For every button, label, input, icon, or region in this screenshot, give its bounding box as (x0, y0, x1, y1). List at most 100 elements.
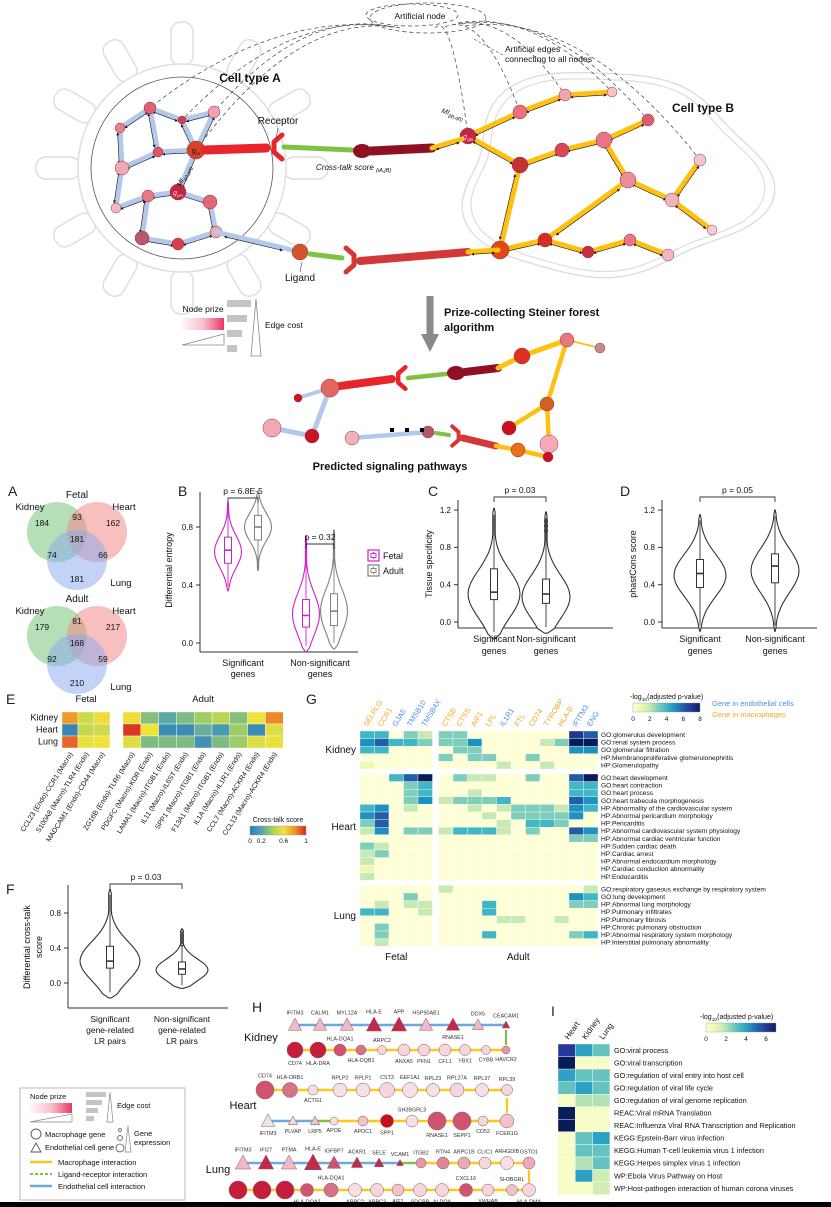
heatmap-cell (568, 938, 584, 947)
heatmap-cell (554, 746, 570, 754)
cell-b-gene-node (581, 245, 595, 259)
heatmap-cell (417, 811, 433, 820)
row-label: GO:heart development (601, 775, 668, 782)
cell-b-gene-node (664, 192, 680, 208)
heatmap-cell (374, 885, 390, 894)
heatmap-cell (93, 711, 111, 725)
heatmap-cell (592, 1131, 611, 1145)
heatmap-cell (539, 938, 555, 947)
legend-label: Fetal (383, 551, 403, 561)
heatmap-cell (481, 915, 497, 924)
heatmap-cell (525, 804, 541, 813)
heatmap-cell (496, 865, 512, 873)
network-edge (517, 92, 568, 115)
ligand-node (291, 243, 309, 261)
gene-node-circle (417, 1043, 431, 1057)
heatmap-cell (452, 811, 468, 820)
colorbar-tick: 2 (648, 716, 652, 723)
row-label: Heart (36, 725, 59, 735)
venn-fetal-count: 93 (72, 512, 82, 522)
heatmap-cell (557, 1131, 576, 1145)
gene-node-triangle (396, 1158, 404, 1166)
heatmap-cell (388, 781, 404, 790)
receptor-glyph (271, 132, 285, 162)
bottom-group-label: Adult (507, 952, 530, 963)
panel-label-a: A (8, 483, 18, 499)
venn-adult-count: 210 (70, 678, 84, 688)
heatmap-cell (525, 842, 541, 851)
network-edge (307, 251, 345, 261)
bottom-border (0, 1202, 831, 1207)
venn-adult-count: 92 (47, 654, 57, 664)
heatmap-cell (403, 827, 419, 835)
heatmap-cell (438, 773, 454, 782)
receptor-label: Receptor (258, 116, 299, 127)
gene-label-havcr2: HAVCR2 (495, 1057, 516, 1063)
heatmap-cell (557, 1056, 576, 1070)
gene-label-plvap: PLVAP (285, 1129, 302, 1135)
panel-f-violin: F 0.0 0.4 0.8 Differential cross-talk score p… (6, 872, 228, 1046)
artificial-node-halo (369, 2, 487, 34)
heatmap-cell (583, 796, 599, 805)
colorbar-tick: 2 (724, 1036, 728, 1043)
edge-arrow (120, 204, 134, 210)
heatmap-cell (374, 938, 390, 947)
heatmap-cell (525, 849, 541, 858)
heatmap-cell (496, 930, 512, 939)
row-label: WP:Host-pathogen interaction of human co… (614, 1184, 794, 1193)
heatmap-cell (510, 938, 526, 947)
pathway-node (594, 342, 606, 354)
column-label-heart: Heart (563, 1019, 582, 1041)
heatmap-cell (452, 781, 468, 790)
heatmap-cell (374, 796, 390, 805)
algorithm-label: algorithm (444, 322, 494, 334)
edge-arrow (483, 251, 496, 255)
cell-b-gene-node (641, 113, 655, 127)
ligand-label: Ligand (285, 273, 315, 284)
row-label: REAC:Viral mRNA Translation (614, 1109, 712, 1118)
heatmap-cell (525, 900, 541, 909)
heatmap-cell (417, 872, 433, 881)
colorbar-title: Cross-talk score (253, 817, 304, 824)
heatmap-cell (403, 753, 419, 762)
gene-node-triangle (390, 1016, 408, 1032)
heatmap-cell (417, 849, 433, 858)
edge-arrow (116, 132, 120, 149)
row-label: HP:Membranoproliferative glomerulonephri… (601, 755, 734, 762)
heatmap-cell (539, 915, 555, 924)
edge-arrow (136, 112, 149, 121)
heatmap-cell (359, 781, 375, 790)
violin-box (771, 553, 779, 584)
heatmap-cell (583, 789, 599, 797)
heatmap-cell (193, 735, 213, 749)
heatmap-cell (557, 1081, 576, 1095)
edge-arrow (555, 211, 589, 236)
edge-arrow (472, 141, 493, 154)
heatmap-cell (122, 711, 141, 725)
violin-outlier (544, 528, 549, 533)
pathway-node (542, 451, 554, 463)
heatmap-cell (481, 930, 497, 939)
colorbar-tick: 0 (631, 716, 635, 723)
heatmap-cell (525, 781, 541, 790)
heatmap-cell (359, 753, 375, 762)
heatmap-cell (583, 730, 599, 739)
heatmap-cell (438, 915, 454, 924)
gene-node-circle (499, 1113, 515, 1129)
group-label: gene-related (86, 1025, 134, 1035)
gene-node-circle (323, 1182, 339, 1198)
edge-arrow (207, 117, 215, 133)
heatmap-cell (467, 938, 483, 947)
artificial-edge (464, 24, 701, 161)
heatmap-cell (496, 900, 512, 909)
heatmap-cell (467, 842, 483, 851)
heatmap-cell (583, 834, 599, 843)
heatmap-cell (452, 900, 468, 909)
heatmap-cell (554, 804, 570, 813)
gene-label-ifitm3: IFITM3 (234, 1148, 251, 1154)
gene-node-circle (459, 1044, 471, 1056)
heatmap-cell (554, 872, 570, 881)
gene-label-arhgdib: ARHGDIB (495, 1149, 520, 1155)
gene-label-ifitm3: IFITM3 (259, 1131, 276, 1137)
heatmap-cell (575, 1119, 593, 1133)
